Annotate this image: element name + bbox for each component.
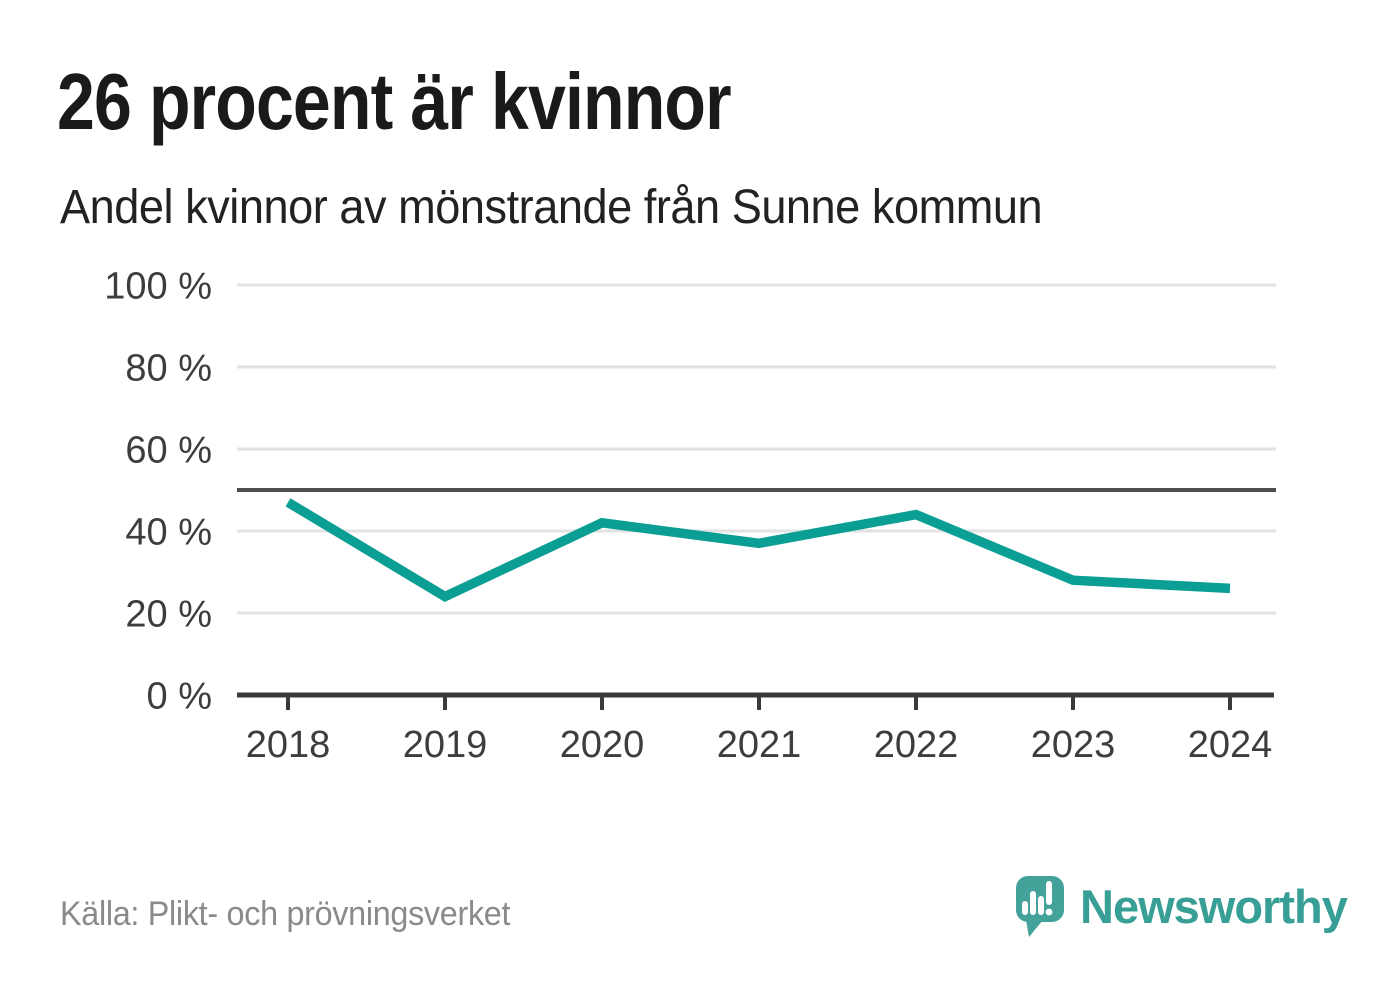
data-line-series [285, 498, 1231, 602]
y-tick-label: 100 % [104, 265, 212, 307]
chart-subtitle: Andel kvinnor av mönstrande från Sunne k… [60, 181, 1043, 234]
x-tick-label: 2019 [403, 724, 488, 766]
x-tick-label: 2020 [560, 724, 645, 766]
x-tick-label: 2024 [1188, 724, 1273, 766]
y-tick-label: 20 % [125, 593, 212, 635]
x-tick-label: 2023 [1031, 724, 1116, 766]
newsworthy-logo: Newsworthy [1016, 876, 1348, 951]
x-tick-label: 2022 [874, 724, 959, 766]
speech-bubble-chart-icon [1016, 876, 1064, 937]
chart-title: 26 procent är kvinnor [57, 57, 732, 146]
y-tick-label: 80 % [125, 347, 212, 389]
y-tick-label: 0 % [147, 675, 212, 717]
x-tick-label: 2021 [717, 724, 802, 766]
x-tick-label: 2018 [246, 724, 331, 766]
logo-wordmark: Newsworthy [1080, 880, 1348, 933]
y-tick-label: 40 % [125, 511, 212, 553]
y-tick-label: 60 % [125, 429, 212, 471]
source-text: Källa: Plikt- och prövningsverket [60, 895, 511, 933]
